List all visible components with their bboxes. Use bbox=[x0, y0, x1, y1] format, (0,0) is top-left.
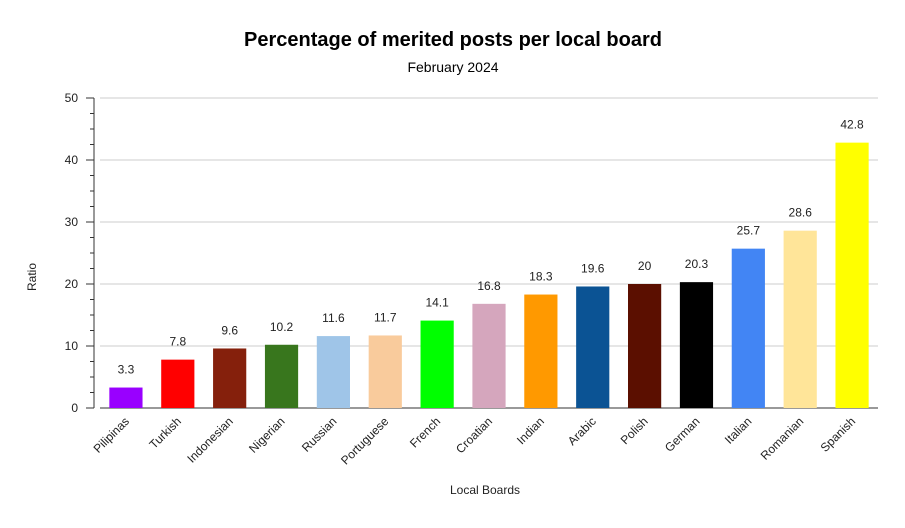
data-label: 7.8 bbox=[169, 335, 186, 349]
x-tick-label: Turkish bbox=[147, 414, 184, 451]
bar-romanian bbox=[783, 230, 817, 408]
bar-arabic bbox=[576, 286, 610, 408]
bar-indian bbox=[524, 294, 558, 408]
data-label: 20 bbox=[638, 259, 652, 273]
x-tick-label: Pilipinas bbox=[91, 414, 133, 456]
data-label: 3.3 bbox=[118, 363, 135, 377]
x-tick-label: Indian bbox=[514, 414, 547, 447]
y-axis-label: Ratio bbox=[25, 263, 39, 291]
x-tick-label: Russian bbox=[299, 414, 340, 455]
data-label: 11.6 bbox=[322, 311, 345, 325]
data-label: 11.7 bbox=[374, 310, 397, 324]
bar-croatian bbox=[472, 303, 506, 408]
bar-pilipinas bbox=[109, 387, 143, 408]
bar-nigerian bbox=[264, 344, 299, 408]
data-label: 18.3 bbox=[529, 270, 553, 284]
y-tick-label: 30 bbox=[65, 215, 79, 229]
bar-french bbox=[420, 320, 454, 408]
y-tick-label: 50 bbox=[65, 91, 79, 105]
x-tick-label: Spanish bbox=[818, 414, 859, 455]
bar-italian bbox=[731, 248, 765, 408]
data-label: 9.6 bbox=[221, 323, 238, 337]
x-axis-label: Local Boards bbox=[450, 483, 520, 497]
y-tick-label: 0 bbox=[71, 401, 78, 415]
x-tick-label: French bbox=[407, 414, 443, 450]
x-tick-label: German bbox=[662, 414, 703, 455]
bar-spanish bbox=[835, 142, 869, 408]
bar-indonesian bbox=[213, 348, 247, 408]
x-tick-label: Croatian bbox=[453, 414, 495, 456]
data-label: 20.3 bbox=[685, 257, 709, 271]
data-label: 28.6 bbox=[789, 206, 813, 220]
bar-polish bbox=[628, 284, 662, 408]
data-label: 25.7 bbox=[737, 224, 761, 238]
bars bbox=[109, 142, 869, 408]
x-tick-label: Polish bbox=[618, 414, 651, 447]
data-label: 42.8 bbox=[840, 118, 864, 132]
bar-german bbox=[679, 282, 714, 408]
x-tick-label: Portuguese bbox=[338, 414, 392, 468]
chart-title: Percentage of merited posts per local bo… bbox=[244, 29, 662, 51]
x-tick-label: Romanian bbox=[758, 414, 807, 463]
chart-subtitle: February 2024 bbox=[407, 59, 498, 75]
bar-turkish bbox=[161, 359, 195, 408]
data-label: 19.6 bbox=[581, 261, 605, 275]
data-label: 10.2 bbox=[270, 320, 294, 334]
x-tick-label: Arabic bbox=[565, 414, 599, 448]
data-label: 16.8 bbox=[477, 279, 501, 293]
bar-portuguese bbox=[368, 335, 402, 408]
x-tick-label: Indonesian bbox=[184, 414, 235, 465]
y-tick-label: 40 bbox=[65, 153, 79, 167]
y-tick-label: 10 bbox=[65, 339, 79, 353]
x-tick-label: Italian bbox=[722, 414, 755, 447]
y-tick-label: 20 bbox=[65, 277, 79, 291]
data-labels: 3.3 7.8 9.6 10.2 11.6 11.7 14.1 16.8 18.3 19.6 20 2… bbox=[118, 118, 864, 377]
bar-russian bbox=[316, 336, 350, 408]
data-label: 14.1 bbox=[425, 296, 449, 310]
x-tick-label: Nigerian bbox=[246, 414, 288, 456]
